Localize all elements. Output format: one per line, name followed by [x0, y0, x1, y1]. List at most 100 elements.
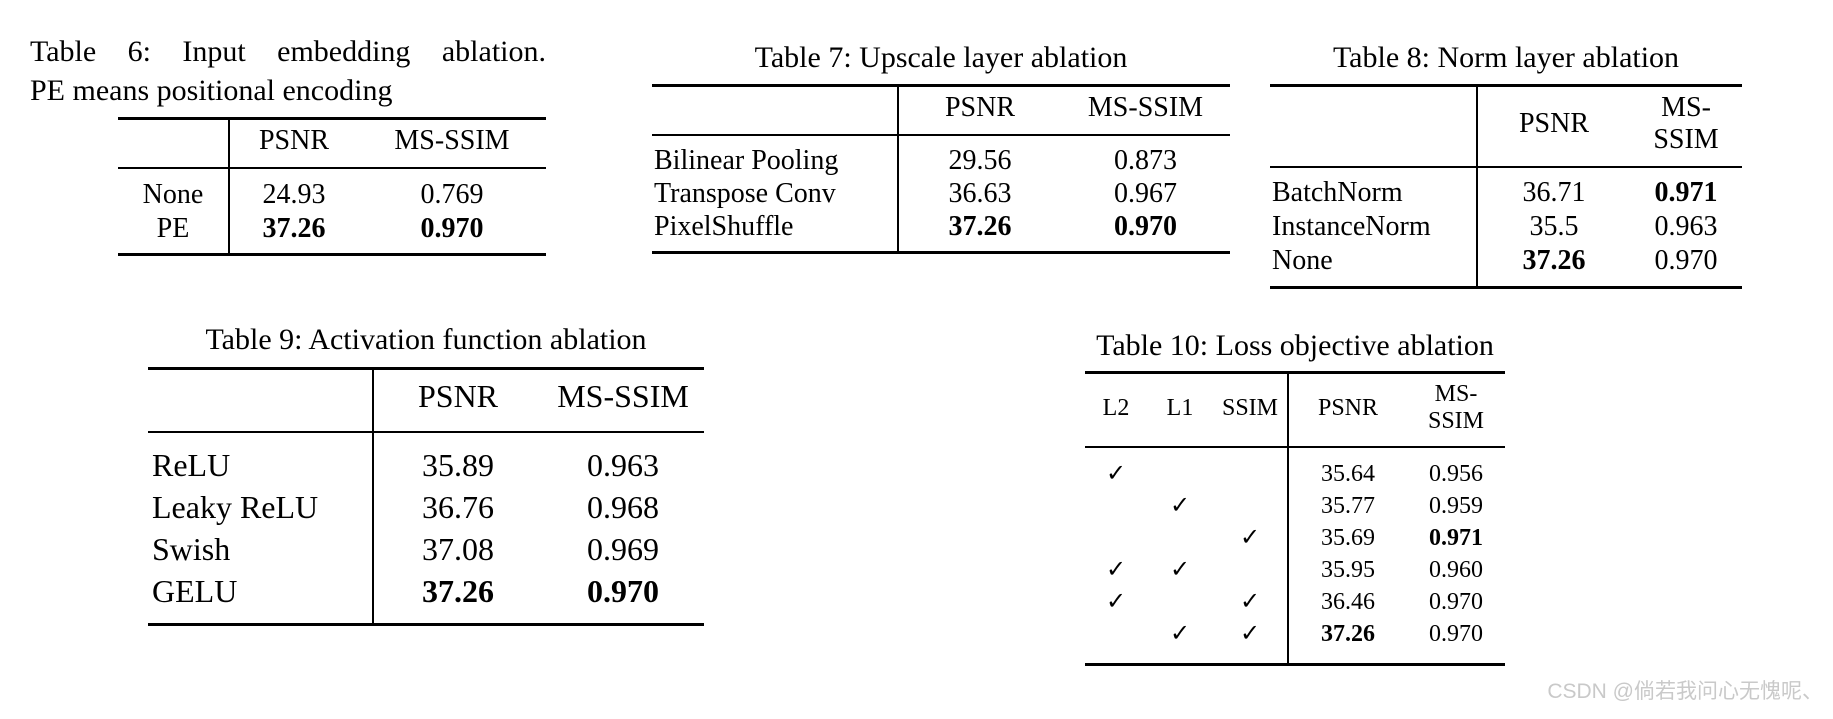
table-9-block: Table 9: Activation function ablation PS… — [148, 320, 704, 626]
empty-cell — [1147, 586, 1213, 618]
row-label: None — [118, 168, 230, 212]
checkmark: ✓ — [1105, 589, 1127, 615]
column-header — [1270, 85, 1478, 168]
table-row: None 24.93 0.769 — [118, 168, 546, 212]
row-label: None — [1270, 244, 1478, 288]
checkmark: ✓ — [1105, 461, 1127, 487]
empty-cell — [1085, 522, 1147, 554]
metric-value: 0.970 — [1654, 245, 1718, 276]
empty-cell — [1213, 490, 1289, 522]
table-8-caption: Table 8: Norm layer ablation — [1332, 41, 1680, 74]
column-header: L1 — [1147, 372, 1213, 448]
metric-value: 35.95 — [1321, 557, 1375, 583]
metric-value: 0.970 — [1429, 621, 1483, 647]
metric-value: 0.970 — [1114, 211, 1177, 242]
table-row: ✓ 35.64 0.956 — [1085, 447, 1505, 490]
empty-cell — [1085, 618, 1147, 665]
metric-value: 35.5 — [1529, 211, 1579, 242]
table-10-caption: Table 10: Loss objective ablation — [1096, 329, 1494, 362]
row-label: PE — [118, 212, 230, 255]
metric-value: 0.960 — [1429, 557, 1483, 583]
table-8-block: Table 8: Norm layer ablation PSNR MS-SSIM… — [1270, 38, 1742, 289]
checkmark: ✓ — [1169, 557, 1191, 583]
metric-value: 0.967 — [1114, 178, 1177, 209]
row-label: GELU — [148, 570, 374, 625]
column-header: L2 — [1085, 372, 1147, 448]
empty-cell — [1085, 490, 1147, 522]
table-row: PixelShuffle 37.26 0.970 — [652, 210, 1230, 253]
metric-value: 0.968 — [587, 489, 659, 525]
empty-cell — [1147, 522, 1213, 554]
column-header: MS-SSIM — [542, 368, 704, 433]
metric-value: 35.89 — [422, 447, 494, 483]
column-header: MS-SSIM — [1407, 372, 1505, 448]
metric-value: 0.873 — [1114, 145, 1177, 176]
metric-value: 0.970 — [1429, 589, 1483, 615]
table-7-caption: Table 7: Upscale layer ablation — [754, 41, 1128, 74]
metric-value: 37.26 — [1522, 245, 1586, 276]
column-header: PSNR — [898, 85, 1061, 136]
metric-value: 0.956 — [1429, 461, 1483, 487]
metric-value: 0.971 — [1429, 525, 1483, 551]
table-row: ✓ 35.69 0.971 — [1085, 522, 1505, 554]
column-header: PSNR — [1477, 85, 1630, 168]
empty-cell — [1147, 447, 1213, 490]
row-label: Leaky ReLU — [148, 486, 374, 528]
header-row: PSNR MS-SSIM — [148, 368, 704, 433]
table-10-block: Table 10: Loss objective ablation L2 L1 SS… — [1085, 326, 1505, 666]
metric-value: 0.970 — [420, 213, 484, 244]
column-header: MS-SSIM — [358, 118, 546, 169]
metric-value: 37.08 — [422, 531, 494, 567]
row-label: Bilinear Pooling — [652, 135, 899, 177]
column-header: PSNR — [229, 118, 358, 169]
header-row: PSNR MS-SSIM — [652, 85, 1230, 136]
metric-value: 0.971 — [1654, 177, 1718, 208]
empty-cell — [1213, 554, 1289, 586]
table-row: None 37.26 0.970 — [1270, 244, 1742, 288]
metric-value: 0.963 — [1654, 211, 1718, 242]
table-row: Bilinear Pooling 29.56 0.873 — [652, 135, 1230, 177]
checkmark: ✓ — [1213, 618, 1289, 665]
table-row: Transpose Conv 36.63 0.967 — [652, 177, 1230, 210]
checkmark: ✓ — [1213, 522, 1289, 554]
metric-value: 37.26 — [262, 213, 326, 244]
metric-value: 37.26 — [1321, 621, 1375, 647]
watermark: CSDN @倘若我问心无愧呢、 — [1547, 680, 1823, 703]
metric-value: 35.64 — [1321, 461, 1375, 487]
table-6-caption-line-1: Table 6: Input embedding ablation. — [30, 35, 546, 68]
metric-value: 37.26 — [948, 211, 1012, 242]
table-6: PSNR MS-SSIM None 24.93 0.769 PE 37.26 0.970 — [118, 117, 546, 256]
checkmark: ✓ — [1169, 493, 1191, 519]
metric-value: 36.63 — [948, 178, 1012, 209]
column-header — [118, 118, 230, 169]
row-label: InstanceNorm — [1270, 210, 1478, 244]
table-row: ✓ ✓ 35.95 0.960 — [1085, 554, 1505, 586]
column-header: PSNR — [373, 368, 542, 433]
metric-value: 0.969 — [587, 531, 659, 567]
column-header: MS-SSIM — [1630, 85, 1742, 168]
metric-value: 36.76 — [422, 489, 494, 525]
table-row: BatchNorm 36.71 0.971 — [1270, 167, 1742, 210]
table-row: ✓ ✓ 36.46 0.970 — [1085, 586, 1505, 618]
column-header: SSIM — [1213, 372, 1289, 448]
metric-value: 36.71 — [1522, 177, 1586, 208]
table-7-block: Table 7: Upscale layer ablation PSNR MS-S… — [652, 38, 1230, 254]
metric-value: 0.963 — [587, 447, 659, 483]
table-row: ReLU 35.89 0.963 — [148, 432, 704, 486]
table-row: GELU 37.26 0.970 — [148, 570, 704, 625]
table-9-caption: Table 9: Activation function ablation — [205, 323, 647, 356]
column-header: MS-SSIM — [1061, 85, 1230, 136]
table-row: Leaky ReLU 36.76 0.968 — [148, 486, 704, 528]
row-label: Swish — [148, 528, 374, 570]
header-row: L2 L1 SSIM PSNR MS-SSIM — [1085, 372, 1505, 448]
metric-value: 36.46 — [1321, 589, 1375, 615]
table-6-block: Table 6: Input embedding ablation. PE me… — [30, 32, 546, 256]
row-label: PixelShuffle — [652, 210, 899, 253]
header-row: PSNR MS-SSIM — [118, 118, 546, 169]
metric-value: 0.959 — [1429, 493, 1483, 519]
table-6-caption-line-2: PE means positional encoding — [30, 74, 393, 107]
empty-cell — [1213, 447, 1289, 490]
table-10: L2 L1 SSIM PSNR MS-SSIM ✓ 35.64 0.956 ✓ 35.77 0.95… — [1085, 371, 1505, 666]
table-7: PSNR MS-SSIM Bilinear Pooling 29.56 0.873 Tra… — [652, 84, 1230, 254]
table-row: PE 37.26 0.970 — [118, 212, 546, 255]
